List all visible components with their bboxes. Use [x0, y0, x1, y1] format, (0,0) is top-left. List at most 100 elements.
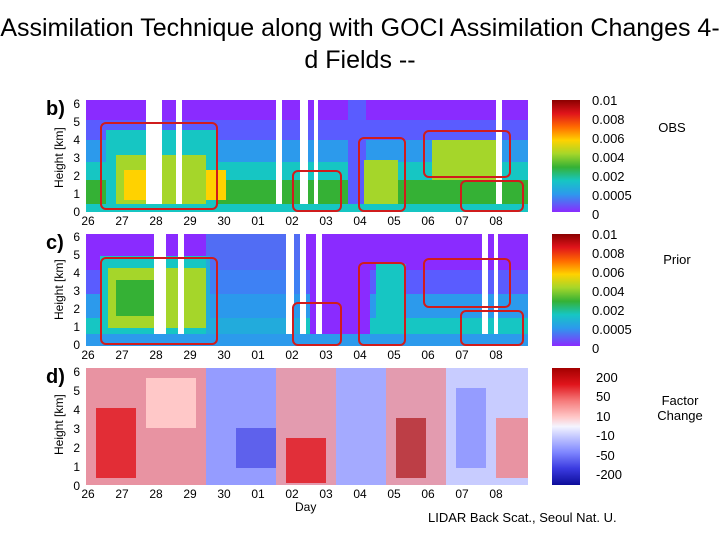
- colorbar-tick: 0.0005: [592, 322, 632, 337]
- x-tick: 29: [183, 487, 197, 501]
- x-tick: 02: [285, 348, 299, 362]
- x-tick: 28: [149, 348, 163, 362]
- colorbar-tick: 200: [596, 370, 618, 385]
- y-tick: 2: [73, 169, 80, 183]
- highlight-box: [100, 257, 218, 345]
- obs-field-svg: [86, 100, 528, 212]
- x-tick: 05: [387, 214, 401, 228]
- x-tick: 26: [81, 214, 95, 228]
- y-tick: 1: [73, 187, 80, 201]
- panel-label: d): [46, 366, 65, 388]
- x-tick: 27: [115, 348, 129, 362]
- colorbar-tick: -200: [596, 467, 623, 482]
- y-tick: 3: [73, 151, 80, 165]
- panel-label: b): [46, 98, 65, 120]
- highlight-box: [358, 137, 406, 212]
- highlight-box: [423, 258, 511, 308]
- colorbar-tick: 0.008: [592, 246, 625, 261]
- x-tick: 04: [353, 214, 367, 228]
- y-axis-label: Height [km]: [52, 394, 66, 455]
- y-tick: 5: [73, 248, 80, 262]
- x-tick: 03: [319, 487, 333, 501]
- highlight-box: [100, 122, 218, 210]
- x-tick: 30: [217, 214, 231, 228]
- factor-field-svg: [86, 368, 528, 485]
- x-tick: 08: [489, 348, 503, 362]
- y-tick: 4: [73, 403, 80, 417]
- prior-backscatter-plot: [86, 234, 528, 346]
- colorbar-tick: 0.002: [592, 303, 625, 318]
- highlight-box: [460, 310, 524, 346]
- colorbar-tick: 0: [592, 341, 600, 356]
- y-tick: 6: [73, 230, 80, 244]
- y-tick: 6: [73, 365, 80, 379]
- y-tick: 0: [73, 479, 80, 493]
- x-tick: 01: [251, 348, 265, 362]
- colorbar-tick: 0: [592, 207, 600, 222]
- x-tick: 02: [285, 214, 299, 228]
- panel-label: c): [46, 232, 64, 254]
- x-tick: 27: [115, 487, 129, 501]
- y-tick: 4: [73, 133, 80, 147]
- y-tick: 2: [73, 302, 80, 316]
- x-tick: 27: [115, 214, 129, 228]
- colorbar-tick: -50: [596, 448, 615, 463]
- x-tick: 07: [455, 214, 469, 228]
- x-tick: 08: [489, 214, 503, 228]
- highlight-box: [460, 180, 524, 212]
- x-tick: 06: [421, 214, 435, 228]
- colorbar-tick: 0.01: [592, 93, 618, 108]
- x-tick: 05: [387, 487, 401, 501]
- x-tick: 30: [217, 487, 231, 501]
- highlight-box: [423, 130, 511, 178]
- x-tick: 02: [285, 487, 299, 501]
- colorbar-tick: 10: [596, 409, 611, 424]
- x-tick: 03: [319, 214, 333, 228]
- x-tick: 30: [217, 348, 231, 362]
- x-tick: 07: [455, 487, 469, 501]
- x-tick: 06: [421, 348, 435, 362]
- y-tick: 6: [73, 97, 80, 111]
- y-tick: 5: [73, 115, 80, 129]
- y-axis-label: Height [km]: [52, 127, 66, 188]
- page-title: Assimilation Technique along with GOCI A…: [0, 14, 720, 74]
- y-tick: 3: [73, 284, 80, 298]
- colorbar-tick: 50: [596, 389, 611, 404]
- highlight-box: [292, 302, 342, 346]
- x-tick: 08: [489, 487, 503, 501]
- x-tick: 04: [353, 487, 367, 501]
- x-tick: 01: [251, 214, 265, 228]
- x-tick: 03: [319, 348, 333, 362]
- colorbar-tick: 0.01: [592, 227, 618, 242]
- x-tick: 26: [81, 348, 95, 362]
- x-tick: 28: [149, 487, 163, 501]
- y-tick: 3: [73, 422, 80, 436]
- colorbar-tick: 0.004: [592, 284, 625, 299]
- highlight-box: [358, 262, 406, 346]
- x-axis-label: Day: [295, 500, 317, 514]
- colorbar-tick: 0.006: [592, 265, 625, 280]
- x-tick: 29: [183, 214, 197, 228]
- side-label-obs: OBS: [658, 120, 686, 135]
- side-label-factor-change: Factor Change: [657, 393, 703, 423]
- colorbar-tick: 0.006: [592, 131, 625, 146]
- colorbar-tick: 0.002: [592, 169, 625, 184]
- source-credit: LIDAR Back Scat., Seoul Nat. U.: [428, 510, 617, 525]
- y-tick: 1: [73, 460, 80, 474]
- colorbar-tick: 0.004: [592, 150, 625, 165]
- x-tick: 06: [421, 487, 435, 501]
- x-tick: 26: [81, 487, 95, 501]
- x-tick: 28: [149, 214, 163, 228]
- x-tick: 07: [455, 348, 469, 362]
- obs-colorbar: [552, 100, 580, 212]
- prior-field-svg: [86, 234, 528, 346]
- factor-change-plot: [86, 368, 528, 485]
- x-tick: 29: [183, 348, 197, 362]
- prior-colorbar: [552, 234, 580, 346]
- colorbar-tick: 0.008: [592, 112, 625, 127]
- y-axis-label: Height [km]: [52, 259, 66, 320]
- y-tick: 5: [73, 384, 80, 398]
- highlight-box: [292, 170, 342, 212]
- obs-backscatter-plot: [86, 100, 528, 212]
- side-label-prior: Prior: [663, 252, 691, 267]
